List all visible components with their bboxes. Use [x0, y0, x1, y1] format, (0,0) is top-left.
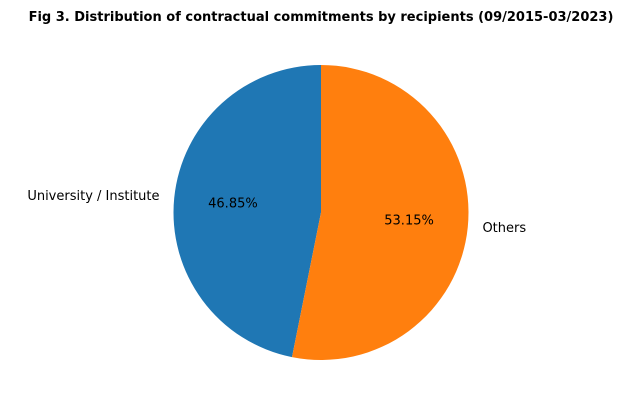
pie-slice-university-institute — [173, 65, 321, 358]
pie-category-label: Others — [482, 221, 526, 236]
pie-percent-label: 46.85% — [208, 196, 258, 211]
pie-category-label: University / Institute — [27, 189, 159, 204]
pie-slices — [173, 65, 469, 360]
pie-labels: 46.85% University / Institute 53.15% Others — [27, 189, 526, 236]
pie-percent-label: 53.15% — [384, 214, 434, 229]
chart-title: Fig 3. Distribution of contractual commi… — [29, 10, 614, 25]
pie-slice-others — [291, 65, 469, 360]
